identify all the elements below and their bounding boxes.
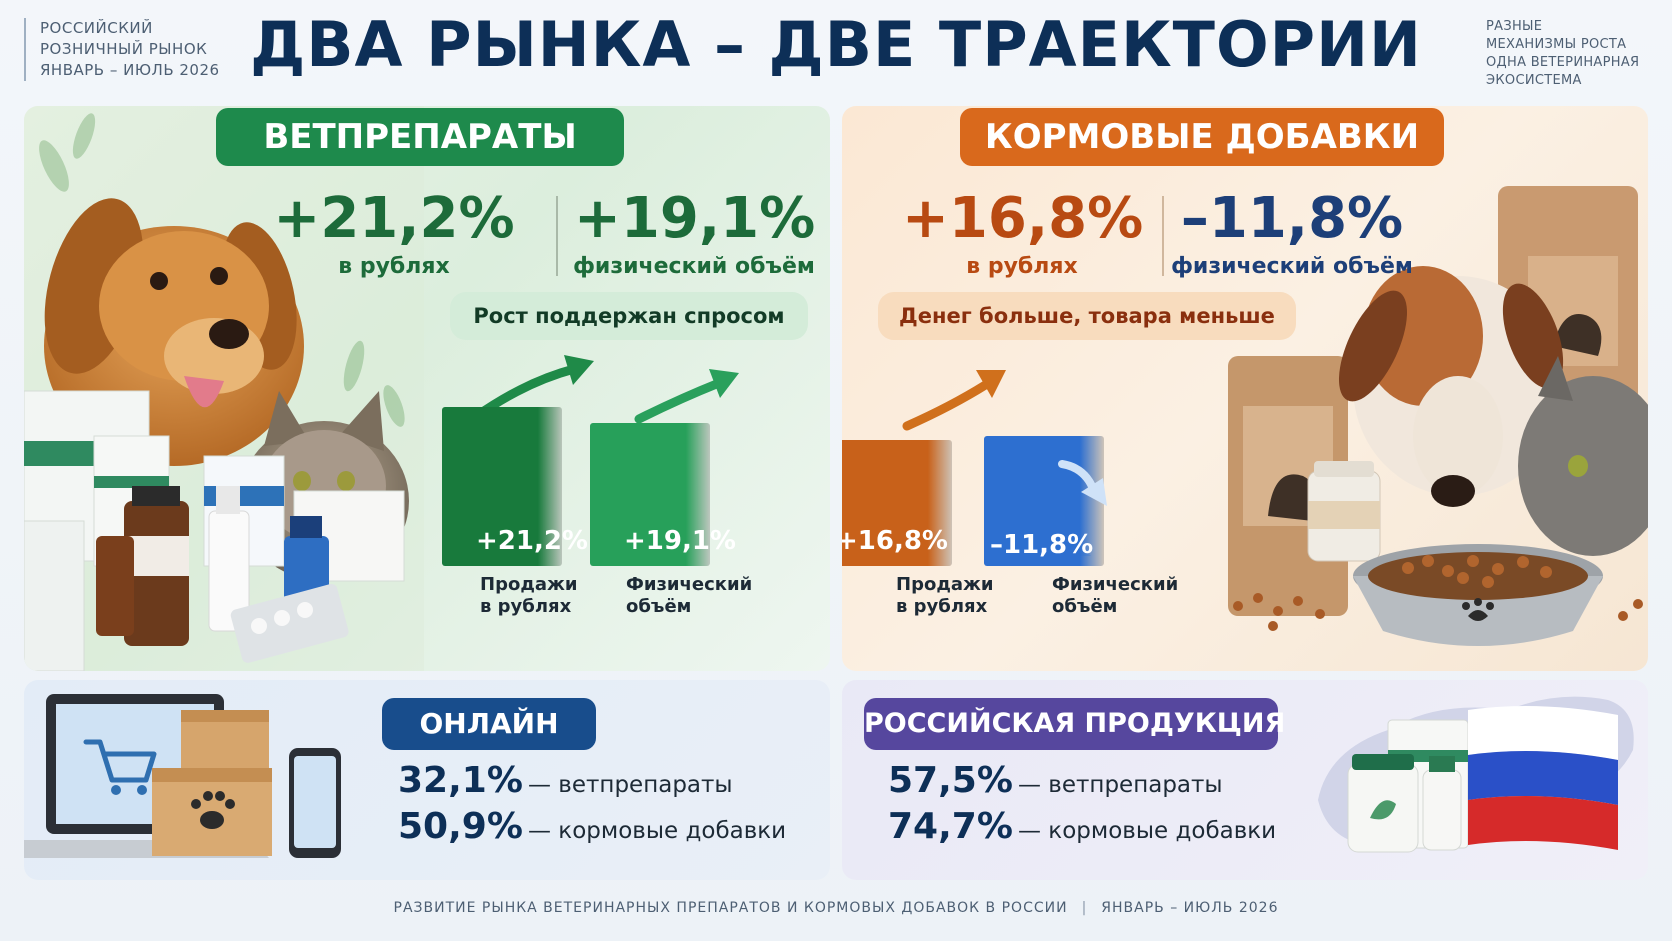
trend-down-arrow-icon (1058, 460, 1107, 506)
online-share-panel: ОНЛАЙН 32,1% — ветпрепараты 50,9% — корм… (24, 680, 830, 880)
russian-panel-title: РОССИЙСКАЯ ПРОДУКЦИЯ (864, 698, 1285, 750)
header-right-line: ОДНА ВЕТЕРИНАРНАЯ (1486, 55, 1640, 70)
caption-line: Физический (626, 574, 753, 595)
header-right-line: МЕХАНИЗМЫ РОСТА (1486, 37, 1627, 52)
header-left-line: ЯНВАРЬ – ИЮЛЬ 2026 (40, 61, 220, 79)
trend-up-arrow-icon (902, 379, 992, 431)
trend-up-arrow-icon (564, 355, 594, 385)
vet-stat-divider (556, 196, 558, 276)
feed-bar-volume (984, 436, 1104, 566)
russian-products-panel: РОССИЙСКАЯ ПРОДУКЦИЯ 57,5% — ветпрепарат… (842, 680, 1648, 880)
online-vet-pct: 32,1% (398, 760, 523, 801)
online-panel-title: ОНЛАЙН (382, 698, 596, 750)
footer-period: ЯНВАРЬ – ИЮЛЬ 2026 (1101, 900, 1279, 916)
feed-bar-rub-caption: Продажи в рублях (896, 574, 994, 618)
online-shopping-illustration (24, 694, 341, 858)
vet-trend-arrows (479, 355, 739, 424)
caption-line: в рублях (896, 596, 988, 617)
header-caption-left: РОССИЙСКИЙ РОЗНИЧНЫЙ РЫНОК ЯНВАРЬ – ИЮЛЬ… (24, 18, 220, 81)
vet-panel-title: ВЕТПРЕПАРАТЫ (216, 108, 624, 166)
online-vet-label: — ветпрепараты (528, 772, 733, 798)
online-vet-row: 32,1% — ветпрепараты (398, 760, 733, 801)
smartphone-icon (289, 748, 341, 858)
vet-volume-growth-value: +19,1% (574, 186, 816, 251)
caption-line: Продажи (896, 574, 994, 595)
online-feed-pct: 50,9% (398, 806, 523, 847)
feed-stat-divider (1162, 196, 1164, 276)
scattered-kibble (1233, 593, 1643, 631)
feed-volume-change-value: –11,8% (1180, 186, 1404, 251)
footer-separator: | (1081, 900, 1088, 916)
parcel-boxes-icon (152, 710, 272, 856)
caption-line: объём (626, 596, 692, 617)
header-left-line: РОЗНИЧНЫЙ РЫНОК (40, 40, 208, 58)
dog-illustration (1338, 266, 1564, 507)
russian-feed-pct: 74,7% (888, 806, 1013, 847)
feed-rub-growth-label: в рублях (966, 254, 1078, 279)
header-right-line: ЭКОСИСТЕМА (1486, 73, 1582, 88)
russia-illustration (1318, 696, 1634, 853)
feed-note: Денег больше, товара меньше (878, 292, 1296, 340)
feed-rub-growth-value: +16,8% (902, 186, 1144, 251)
online-feed-label: — кормовые добавки (528, 818, 787, 844)
feed-volume-change-label: физический объём (1171, 254, 1413, 279)
leaves-decor (39, 113, 405, 427)
footer-title: РАЗВИТИЕ РЫНКА ВЕТЕРИНАРНЫХ ПРЕПАРАТОВ И… (393, 900, 1068, 916)
caption-line: Продажи (480, 574, 578, 595)
header-right-line: РАЗНЫЕ (1486, 19, 1543, 34)
feed-bowl-icon (1353, 544, 1603, 646)
online-feed-row: 50,9% — кормовые добавки (398, 806, 786, 847)
trend-up-arrow-icon (709, 369, 739, 398)
pets-and-medicine-illustration (24, 106, 424, 671)
vet-volume-growth-label: физический объём (573, 254, 815, 279)
medicine-bottles-illustration (1347, 719, 1469, 853)
russian-flag (1468, 706, 1618, 850)
vet-note: Рост поддержан спросом (450, 292, 808, 340)
vet-bar-rub-label: +21,2% (476, 526, 588, 556)
feed-bar-volume-caption: Физический объём (1052, 574, 1178, 618)
footer: РАЗВИТИЕ РЫНКА ВЕТЕРИНАРНЫХ ПРЕПАРАТОВ И… (0, 900, 1672, 916)
vet-rub-growth-value: +21,2% (273, 186, 515, 251)
feed-bar-rub-label: +16,8% (842, 526, 948, 556)
vet-bar-volume-caption: Физический объём (626, 574, 752, 618)
medicine-bottles-illustration (24, 390, 405, 671)
russian-feed-label: — кормовые добавки (1018, 818, 1277, 844)
trend-up-arrow-icon (634, 378, 724, 424)
feed-bar-rub (842, 440, 952, 566)
vet-drugs-panel: ВЕТПРЕПАРАТЫ +21,2% в рублях +19,1% физи… (24, 106, 830, 671)
russian-vet-label: — ветпрепараты (1018, 772, 1223, 798)
vet-bar-rub (442, 407, 562, 566)
feed-additives-panel: КОРМОВЫЕ ДОБАВКИ +16,8% в рублях –11,8% … (842, 106, 1648, 671)
feed-pets-illustration (1228, 186, 1648, 646)
feed-panel-title: КОРМОВЫЕ ДОБАВКИ (960, 108, 1444, 166)
vet-bar-volume-label: +19,1% (624, 526, 736, 556)
feed-bar-volume-label: –11,8% (990, 530, 1094, 560)
caption-line: в рублях (480, 596, 572, 617)
vet-bar-rub-caption: Продажи в рублях (480, 574, 578, 618)
caption-line: Физический (1052, 574, 1179, 595)
header-left-line: РОССИЙСКИЙ (40, 19, 153, 37)
vet-bar-volume (590, 422, 710, 566)
header-caption-right: РАЗНЫЕ МЕХАНИЗМЫ РОСТА ОДНА ВЕТЕРИНАРНАЯ… (1486, 18, 1639, 90)
caption-line: объём (1052, 596, 1118, 617)
trend-up-arrow-icon (479, 364, 579, 416)
russian-vet-row: 57,5% — ветпрепараты (888, 760, 1223, 801)
page-title: ДВА РЫНКА – ДВЕ ТРАЕКТОРИИ (250, 8, 1422, 81)
trend-up-arrow-icon (976, 370, 1006, 398)
russian-vet-pct: 57,5% (888, 760, 1013, 801)
vet-rub-growth-label: в рублях (338, 254, 450, 279)
russian-feed-row: 74,7% — кормовые добавки (888, 806, 1276, 847)
cat-illustration (1518, 356, 1648, 556)
